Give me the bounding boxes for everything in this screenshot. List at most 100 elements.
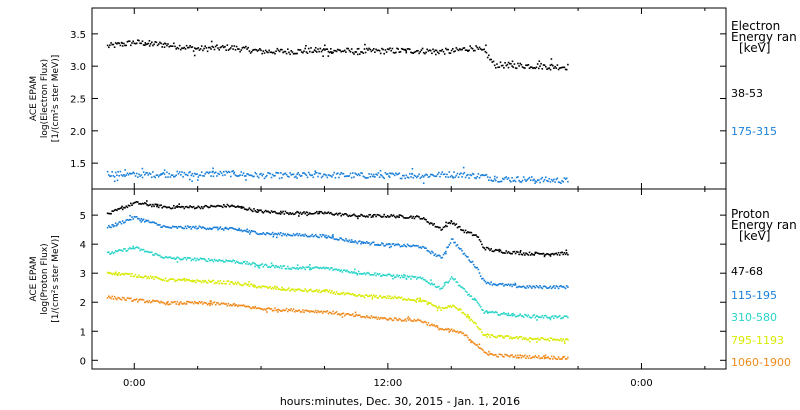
data-point <box>368 214 370 216</box>
data-point <box>400 296 403 299</box>
data-point <box>547 180 549 183</box>
data-point <box>504 62 506 64</box>
data-point <box>299 311 302 313</box>
data-point <box>466 334 468 337</box>
data-point <box>504 335 506 338</box>
data-point <box>342 239 345 241</box>
data-point <box>241 205 243 208</box>
data-point <box>503 356 505 358</box>
data-point <box>269 233 272 236</box>
legend-title-line: [keV] <box>739 229 770 243</box>
data-point <box>125 299 127 302</box>
y-axis-label-line: [1/(cm²s ster MeV)] <box>51 235 61 322</box>
data-point <box>422 321 425 324</box>
data-point <box>273 175 275 177</box>
data-point <box>234 281 237 284</box>
data-point <box>232 282 234 285</box>
data-point <box>278 266 281 269</box>
data-point <box>485 352 488 354</box>
data-point <box>152 203 154 206</box>
data-point <box>146 250 148 253</box>
data-point <box>431 250 433 253</box>
series-115-195 <box>106 214 569 290</box>
data-point <box>463 231 466 234</box>
data-point <box>106 271 109 274</box>
data-point <box>227 204 230 207</box>
data-point <box>240 207 243 209</box>
data-point <box>417 175 419 177</box>
data-point <box>203 258 205 260</box>
data-point <box>509 314 511 317</box>
data-point <box>261 211 263 213</box>
data-point <box>542 64 545 66</box>
data-point <box>388 175 390 177</box>
data-point <box>347 240 349 243</box>
data-point <box>275 171 277 174</box>
data-point <box>115 224 118 227</box>
data-point <box>565 249 568 252</box>
data-point <box>169 278 172 281</box>
data-point <box>317 291 319 293</box>
data-point <box>505 313 508 315</box>
data-point <box>178 203 180 205</box>
data-point <box>183 46 186 49</box>
data-point <box>550 355 553 358</box>
data-point <box>391 215 394 217</box>
data-point <box>189 171 191 173</box>
data-point <box>471 320 474 322</box>
data-point <box>146 43 148 45</box>
data-point <box>535 251 538 254</box>
data-point <box>327 50 330 53</box>
data-point <box>317 236 319 238</box>
data-point <box>418 173 420 176</box>
data-point <box>384 274 387 276</box>
data-point <box>522 337 525 339</box>
data-point <box>246 48 248 50</box>
data-point <box>420 277 423 280</box>
data-point <box>343 240 346 242</box>
data-point <box>205 260 208 262</box>
data-point <box>389 317 391 319</box>
data-point <box>507 61 510 64</box>
data-point <box>270 308 273 310</box>
data-point <box>212 260 215 263</box>
data-point <box>470 341 472 344</box>
data-point <box>169 207 172 210</box>
data-point <box>160 42 162 45</box>
data-point <box>484 280 487 283</box>
data-point <box>202 207 204 210</box>
data-point <box>293 234 296 237</box>
data-point <box>543 178 546 181</box>
data-point <box>366 272 368 275</box>
data-point <box>154 276 156 278</box>
data-point <box>426 221 428 223</box>
data-point <box>521 66 524 68</box>
data-point <box>411 275 413 277</box>
data-point <box>555 285 558 287</box>
data-point <box>327 174 330 176</box>
data-point <box>307 289 310 292</box>
data-point <box>299 266 302 269</box>
data-point <box>545 176 547 179</box>
data-point <box>243 46 246 49</box>
data-point <box>440 257 442 259</box>
data-point <box>421 321 424 324</box>
data-point <box>477 173 480 175</box>
data-point <box>127 219 130 221</box>
data-point <box>373 48 375 50</box>
data-point <box>533 356 535 359</box>
data-point <box>469 45 471 47</box>
data-point <box>292 308 295 310</box>
data-point <box>474 299 476 301</box>
data-point <box>562 253 564 256</box>
data-point <box>519 335 521 338</box>
data-point <box>515 67 518 70</box>
data-point <box>171 301 174 304</box>
data-point <box>377 297 380 299</box>
data-point <box>267 287 269 289</box>
data-point <box>289 290 291 292</box>
data-point <box>216 175 218 177</box>
data-point <box>428 302 431 304</box>
data-point <box>478 328 481 331</box>
data-point <box>468 317 470 320</box>
